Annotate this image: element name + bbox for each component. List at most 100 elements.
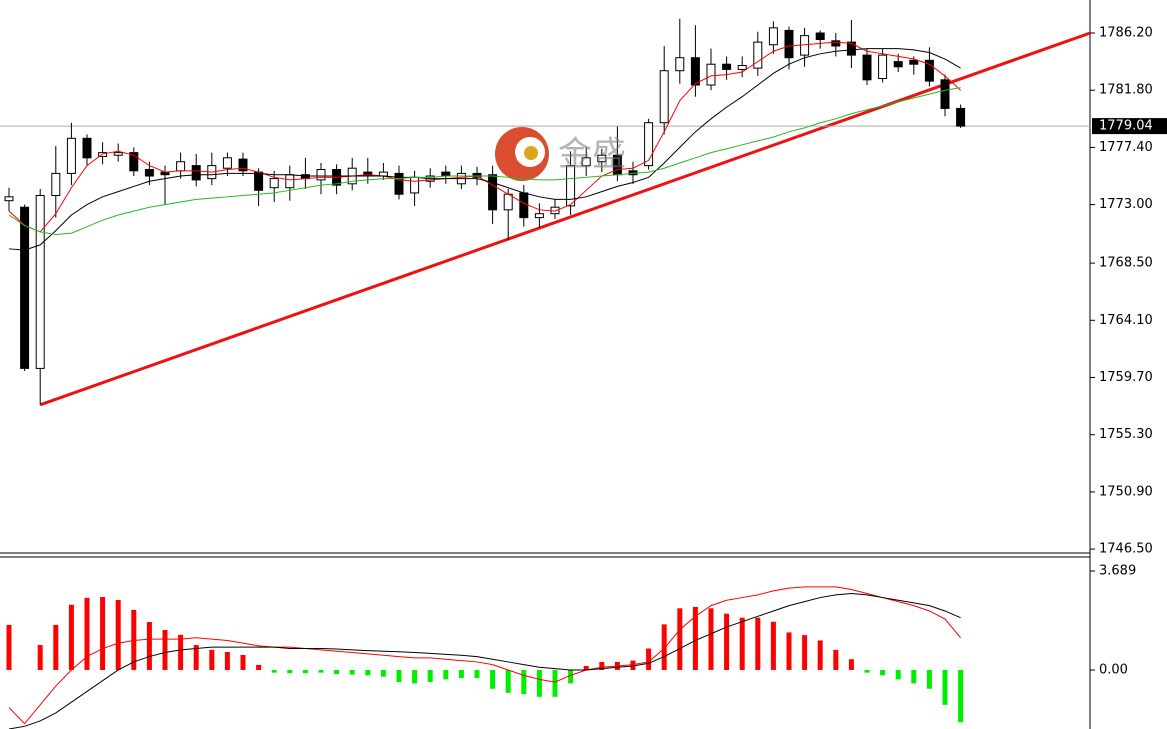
macd-bar bbox=[68, 604, 74, 670]
indicator-line bbox=[8, 87, 961, 236]
macd-bar bbox=[193, 645, 199, 670]
macd-bar bbox=[739, 617, 745, 670]
candle-body bbox=[20, 206, 30, 369]
candle-body bbox=[753, 41, 763, 69]
macd-bar bbox=[646, 648, 652, 670]
y-tick-label: 3.689 bbox=[1099, 564, 1136, 579]
y-tick-label: 1781.80 bbox=[1099, 83, 1153, 98]
macd-bar bbox=[146, 621, 152, 670]
macd-bar bbox=[895, 669, 901, 680]
candle-body bbox=[909, 59, 919, 65]
candle-body bbox=[316, 169, 326, 181]
macd-bar bbox=[271, 669, 277, 673]
candle-body bbox=[4, 196, 14, 202]
macd-bar bbox=[318, 669, 324, 673]
macd-bar bbox=[474, 669, 480, 679]
macd-bar bbox=[37, 645, 43, 670]
macd-bar bbox=[380, 669, 386, 677]
macd-bar bbox=[848, 659, 854, 670]
candle-body bbox=[690, 57, 700, 86]
macd-bar bbox=[302, 669, 308, 674]
price-panel bbox=[0, 18, 1090, 407]
trendline bbox=[39, 31, 1090, 407]
candle-body bbox=[254, 171, 264, 191]
candle-body bbox=[924, 59, 934, 82]
y-tick-label: 1786.20 bbox=[1099, 26, 1153, 41]
candle-body bbox=[394, 172, 404, 195]
indicator-line bbox=[8, 586, 961, 725]
y-tick-label: 1759.70 bbox=[1099, 370, 1153, 385]
macd-bar bbox=[692, 606, 698, 670]
macd-bar bbox=[458, 669, 464, 679]
last-price-box bbox=[1092, 118, 1167, 135]
macd-bar bbox=[568, 669, 574, 684]
candle-body bbox=[862, 54, 872, 81]
y-tick-label: 0.00 bbox=[1099, 662, 1128, 677]
candle-body bbox=[956, 107, 966, 127]
macd-bar bbox=[490, 669, 496, 689]
candle-body bbox=[940, 79, 950, 109]
macd-bar bbox=[287, 669, 293, 674]
candle-body bbox=[581, 157, 591, 167]
candle-body bbox=[566, 165, 576, 207]
candle-body bbox=[51, 172, 61, 197]
macd-bar bbox=[911, 669, 917, 684]
candle-body bbox=[737, 65, 747, 70]
macd-bar bbox=[396, 669, 402, 683]
macd-bar bbox=[521, 669, 527, 695]
candle-body bbox=[98, 152, 108, 158]
macd-bar bbox=[443, 669, 449, 680]
y-tick-label: 1777.40 bbox=[1099, 140, 1153, 155]
candle-body bbox=[768, 27, 778, 46]
watermark: 金盛 bbox=[558, 135, 626, 175]
candle-body bbox=[410, 176, 420, 194]
candle-body bbox=[472, 172, 482, 178]
candle-body bbox=[784, 29, 794, 59]
macd-bar bbox=[100, 597, 106, 670]
y-tick-label: 1773.00 bbox=[1099, 197, 1153, 212]
macd-bar bbox=[427, 669, 433, 683]
axes: 1786.20 1781.80 1777.40 1773.00 1768.50 1764.… bbox=[1090, 26, 1167, 677]
macd-bar bbox=[209, 649, 215, 670]
candle-body bbox=[82, 137, 92, 159]
macd-bar bbox=[505, 669, 511, 693]
macd-bar bbox=[786, 632, 792, 670]
candle-body bbox=[144, 169, 154, 177]
macd-bar bbox=[349, 669, 355, 675]
candle-body bbox=[831, 40, 841, 47]
candle-body bbox=[519, 192, 529, 219]
macd-bar bbox=[708, 608, 714, 670]
macd-bar bbox=[630, 660, 636, 670]
candle-body bbox=[597, 154, 607, 163]
macd-bar bbox=[926, 669, 932, 689]
macd-panel bbox=[6, 586, 964, 729]
macd-bar bbox=[677, 608, 683, 670]
macd-bar bbox=[880, 669, 886, 676]
candle-body bbox=[222, 157, 232, 169]
candle-body bbox=[815, 32, 825, 41]
y-tick-label: 1746.50 bbox=[1099, 542, 1153, 557]
candle-body bbox=[659, 70, 669, 124]
candle-body bbox=[129, 152, 139, 172]
indicator-line bbox=[8, 593, 961, 729]
candle-body bbox=[488, 174, 498, 211]
last-price-label: 1779.04 bbox=[1099, 119, 1153, 134]
macd-bar bbox=[224, 652, 230, 670]
macd-bar bbox=[724, 613, 730, 670]
macd-bar bbox=[817, 640, 823, 670]
y-tick-label: 1755.30 bbox=[1099, 427, 1153, 442]
candle-body bbox=[675, 57, 685, 72]
indicator-line bbox=[8, 41, 961, 233]
candle-body bbox=[534, 213, 544, 219]
candle-body bbox=[503, 193, 513, 211]
candle-body bbox=[269, 178, 279, 189]
y-tick-label: 1750.90 bbox=[1099, 484, 1153, 499]
candle-body bbox=[706, 63, 716, 86]
macd-bar bbox=[942, 669, 948, 705]
candle-body bbox=[644, 122, 654, 167]
macd-bar bbox=[552, 669, 558, 697]
y-tick-label: 1764.10 bbox=[1099, 313, 1153, 328]
macd-bar bbox=[536, 669, 542, 697]
